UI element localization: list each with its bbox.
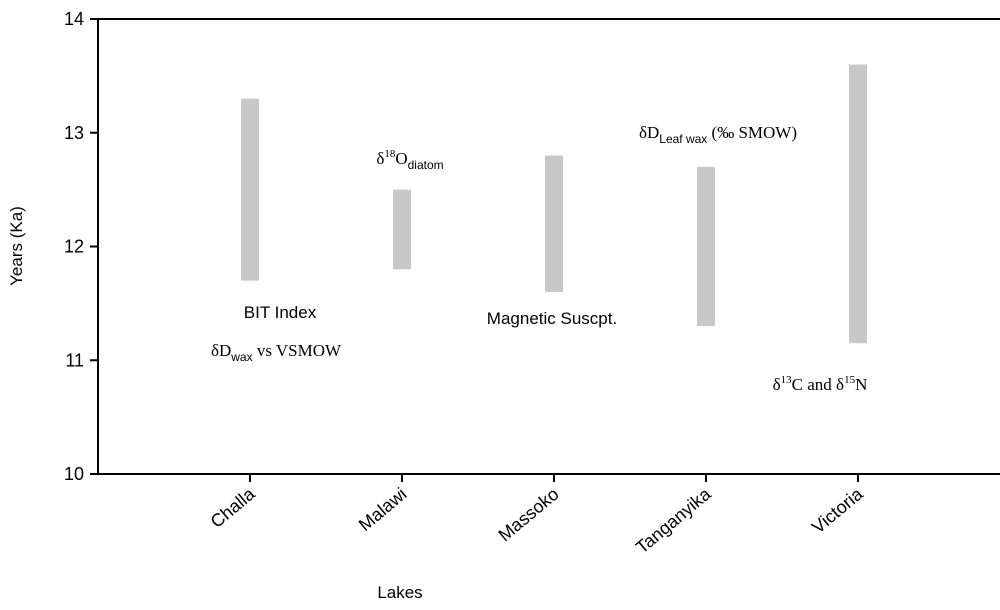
bar [697,166,715,327]
annotation-part: δ [376,149,384,168]
bar [393,189,411,270]
annotation-part: 18 [384,148,396,160]
y-tick-label: 14 [64,9,84,29]
annotation: δDwax vs VSMOW [211,341,342,364]
annotation: δ18Odiatom [376,148,443,172]
y-tick-label: 13 [64,123,84,143]
annotation-part: 13 [781,374,793,386]
x-axis-title: Lakes [377,583,422,602]
annotation: BIT Index [244,303,317,322]
annotation-part: δ [773,375,781,394]
y-tick-label: 11 [65,350,84,370]
annotation-part: O [395,149,407,168]
y-axis-title: Years (Ka) [7,206,26,286]
x-tick-label: Malawi [355,484,411,535]
bar [545,155,563,292]
annotation-part: vs VSMOW [253,341,342,360]
annotation-part: δD [639,123,659,142]
annotation-part: diatom [408,158,444,172]
x-tick-label: Challa [207,483,260,532]
y-tick-label: 12 [64,237,84,257]
bar [241,98,259,281]
annotation-part: wax [230,350,252,364]
annotation-part: Magnetic Suscpt. [487,309,617,328]
y-tick-label: 10 [64,464,84,484]
annotation: Magnetic Suscpt. [487,309,617,328]
bar [849,64,867,344]
annotation-part: N [855,375,867,394]
annotation-part: 15 [844,374,856,386]
annotation: δDLeaf wax (‰ SMOW) [639,123,797,146]
annotation-part: C and δ [792,375,844,394]
x-tick-label: Tanganyika [632,483,715,557]
annotation-part: BIT Index [244,303,317,322]
annotation-part: (‰ SMOW) [707,123,797,142]
annotation-part: Leaf wax [659,132,707,146]
x-tick-label: Massoko [495,484,563,546]
annotation: δ13C and δ15N [773,374,868,394]
x-tick-label: Victoria [808,483,867,537]
annotation-part: δD [211,341,231,360]
